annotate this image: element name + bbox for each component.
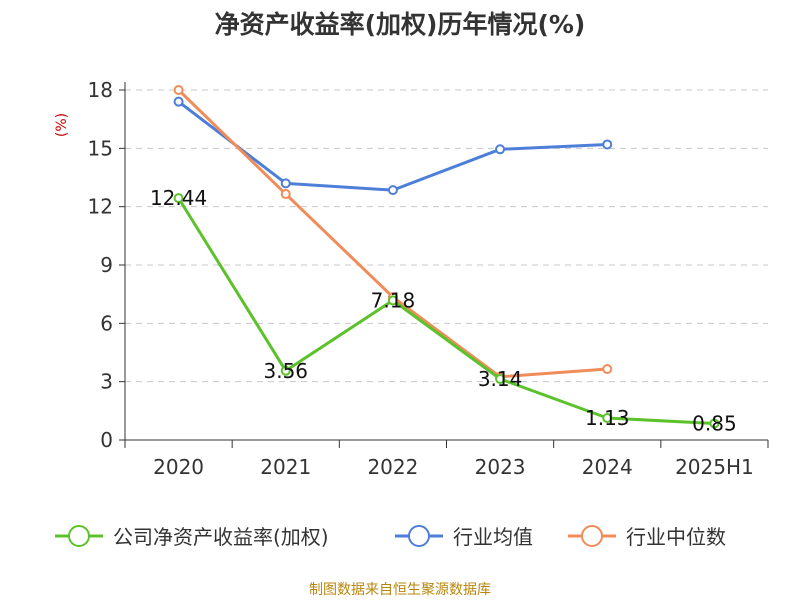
legend-label: 行业中位数 bbox=[626, 525, 726, 549]
series-line bbox=[177, 100, 608, 192]
data-labels: 12.44 3.56 7.18 3.14 1.13 0.85 bbox=[150, 186, 737, 435]
legend-label: 行业均值 bbox=[453, 525, 533, 549]
data-label: 0.85 bbox=[692, 411, 737, 435]
y-tick-label: 0 bbox=[100, 428, 113, 452]
legend-label: 公司净资产收益率(加权) bbox=[113, 525, 329, 549]
data-label: 1.13 bbox=[585, 406, 630, 430]
x-tick-label: 2024 bbox=[582, 455, 633, 479]
series-2 bbox=[173, 85, 613, 382]
axes: 0 3 6 9 12 15 18 2020 2021 2022 2023 2024 2025H1 bbox=[88, 78, 769, 479]
x-tick-label: 2021 bbox=[260, 455, 311, 479]
data-point[interactable] bbox=[495, 144, 506, 155]
series-1 bbox=[173, 96, 613, 196]
data-point[interactable] bbox=[173, 96, 184, 107]
data-point[interactable] bbox=[387, 295, 398, 306]
series-lines bbox=[173, 85, 720, 429]
legend-item-0[interactable]: 公司净资产收益率(加权) bbox=[55, 525, 329, 549]
y-axis-unit: (%) bbox=[54, 113, 70, 137]
series-0 bbox=[173, 193, 720, 429]
data-label: 3.14 bbox=[478, 367, 523, 391]
y-tick-label: 9 bbox=[100, 253, 113, 277]
data-point[interactable] bbox=[602, 364, 613, 375]
data-point[interactable] bbox=[173, 85, 184, 95]
data-point[interactable] bbox=[280, 189, 291, 200]
data-point[interactable] bbox=[709, 418, 720, 429]
data-point[interactable] bbox=[280, 365, 291, 376]
series-line bbox=[177, 88, 608, 379]
y-tick-label: 3 bbox=[100, 370, 113, 394]
legend[interactable]: 公司净资产收益率(加权) 行业均值 行业中位数 bbox=[55, 525, 726, 549]
x-tick-label: 2022 bbox=[367, 455, 418, 479]
legend-item-1[interactable]: 行业均值 bbox=[395, 525, 533, 549]
data-point[interactable] bbox=[173, 193, 184, 204]
data-label: 7.18 bbox=[371, 288, 416, 312]
x-tick-label: 2023 bbox=[475, 455, 526, 479]
data-point[interactable] bbox=[602, 139, 613, 150]
y-tick-label: 15 bbox=[88, 136, 113, 160]
data-point[interactable] bbox=[280, 178, 291, 189]
y-tick-label: 12 bbox=[88, 195, 113, 219]
legend-item-2[interactable]: 行业中位数 bbox=[568, 525, 726, 549]
data-label: 12.44 bbox=[150, 186, 207, 210]
y-tick-label: 6 bbox=[100, 311, 113, 335]
data-point[interactable] bbox=[387, 185, 398, 196]
y-tick-label: 18 bbox=[88, 78, 113, 102]
data-label: 3.56 bbox=[263, 359, 308, 383]
grid-lines bbox=[125, 89, 768, 383]
legend-marker bbox=[581, 525, 603, 547]
legend-marker bbox=[408, 525, 430, 547]
data-source-note: 制图数据来自恒生聚源数据库 bbox=[309, 582, 491, 598]
data-point[interactable] bbox=[602, 413, 613, 424]
data-point[interactable] bbox=[495, 373, 506, 384]
x-tick-label: 2020 bbox=[153, 455, 204, 479]
legend-marker bbox=[68, 525, 90, 547]
x-tick-label: 2025H1 bbox=[675, 455, 754, 479]
series-line bbox=[177, 197, 715, 425]
chart-title: 净资产收益率(加权)历年情况(%) bbox=[215, 10, 586, 39]
